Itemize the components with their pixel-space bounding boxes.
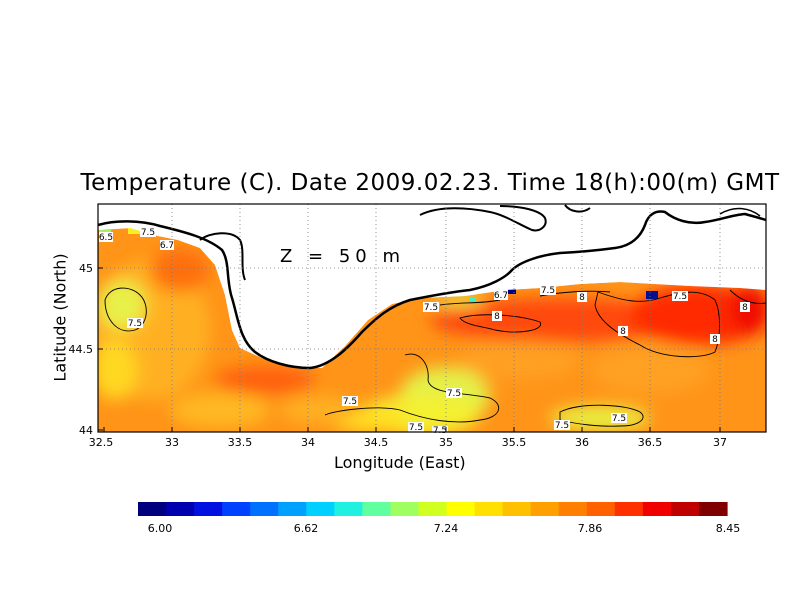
contour-label: 8 bbox=[710, 334, 720, 345]
colorbar-segment bbox=[278, 502, 307, 516]
depth-label: Z = 50 m bbox=[280, 246, 406, 267]
svg-text:7.5: 7.5 bbox=[447, 389, 461, 399]
x-tick: 35 bbox=[439, 436, 453, 449]
svg-text:7.5: 7.5 bbox=[409, 423, 423, 433]
svg-text:7.5: 7.5 bbox=[128, 319, 142, 329]
y-tick-labels: 44 44.5 45 bbox=[69, 262, 94, 437]
x-tick: 35.5 bbox=[502, 436, 527, 449]
colorbar-segment bbox=[698, 502, 728, 516]
colorbar-segment bbox=[222, 502, 251, 516]
x-tick: 34 bbox=[301, 436, 315, 449]
gridlines bbox=[98, 204, 766, 432]
cold-spot bbox=[646, 291, 658, 299]
contour-label: 7.5 bbox=[423, 302, 439, 313]
colorbar bbox=[138, 502, 728, 516]
x-tick-labels: 32.5 33 33.5 34 34.5 35 35.5 36 36.5 37 bbox=[89, 436, 727, 449]
y-tick: 44 bbox=[79, 424, 93, 437]
contour-label: 8 bbox=[577, 292, 587, 303]
svg-text:7.5: 7.5 bbox=[555, 421, 569, 431]
colorbar-segment bbox=[586, 502, 616, 516]
svg-text:6.7: 6.7 bbox=[160, 241, 174, 251]
colorbar-segment bbox=[642, 502, 672, 516]
contour-label-group: 7.5 7.5 7.5 7.5 7.5 7.5 7.5 7.5 7.5 7.5 … bbox=[99, 227, 750, 436]
colorbar-segment bbox=[558, 502, 588, 516]
svg-text:7.5: 7.5 bbox=[541, 286, 555, 296]
colorbar-segment bbox=[362, 502, 392, 516]
svg-text:7.5: 7.5 bbox=[673, 292, 687, 302]
contour-label: 7.5 bbox=[540, 285, 556, 296]
y-tick: 44.5 bbox=[69, 343, 94, 356]
contour-label: 7.5 bbox=[672, 291, 688, 302]
y-axis-label: Latitude (North) bbox=[50, 253, 70, 382]
colorbar-tick: 6.00 bbox=[148, 522, 173, 535]
contour-label: 7.5 bbox=[432, 426, 448, 436]
svg-text:8: 8 bbox=[579, 293, 585, 303]
colorbar-segment bbox=[446, 502, 476, 516]
colorbar-segment bbox=[306, 502, 335, 516]
svg-text:7.5: 7.5 bbox=[612, 414, 626, 424]
plot-frame bbox=[97, 203, 767, 433]
colorbar-segment bbox=[138, 502, 167, 516]
colorbar-segment bbox=[670, 502, 700, 516]
colorbar-segment bbox=[530, 502, 560, 516]
contour-label: 8 bbox=[618, 326, 628, 337]
svg-text:7.5: 7.5 bbox=[424, 303, 438, 313]
contour-label: 8 bbox=[492, 311, 502, 322]
svg-text:8: 8 bbox=[620, 327, 626, 337]
svg-text:7.5: 7.5 bbox=[343, 397, 357, 407]
colorbar-segment bbox=[390, 502, 420, 516]
svg-text:7.5: 7.5 bbox=[141, 228, 155, 238]
x-tick: 34.5 bbox=[364, 436, 389, 449]
land-area bbox=[98, 204, 766, 368]
colorbar-segment bbox=[166, 502, 195, 516]
map-title: Temperature (C). Date 2009.02.23. Time 1… bbox=[80, 170, 780, 196]
tick-marks bbox=[98, 267, 721, 432]
colorbar-tick: 7.86 bbox=[578, 522, 603, 535]
svg-text:8: 8 bbox=[494, 312, 500, 322]
contour-label: 7.5 bbox=[342, 396, 358, 407]
svg-text:6.7: 6.7 bbox=[494, 291, 508, 301]
x-tick: 32.5 bbox=[89, 436, 114, 449]
colorbar-segment bbox=[418, 502, 448, 516]
x-axis-label: Longitude (East) bbox=[334, 453, 466, 472]
contour-label: 6.7 bbox=[160, 240, 174, 251]
y-tick: 45 bbox=[79, 262, 93, 275]
contour-label: 8 bbox=[740, 302, 750, 313]
contour-label: 7.5 bbox=[611, 413, 627, 424]
x-tick: 36 bbox=[575, 436, 589, 449]
svg-text:6.5: 6.5 bbox=[99, 233, 113, 243]
svg-text:7.5: 7.5 bbox=[433, 426, 447, 436]
x-tick: 36.5 bbox=[638, 436, 663, 449]
svg-text:8: 8 bbox=[712, 335, 718, 345]
colorbar-segment bbox=[194, 502, 223, 516]
contour-label: 6.7 bbox=[494, 290, 508, 301]
colorbar-tick: 7.24 bbox=[434, 522, 459, 535]
contour-label: 7.5 bbox=[127, 318, 143, 329]
colorbar-segment bbox=[334, 502, 363, 516]
colorbar-segment bbox=[474, 502, 504, 516]
contour-label: 7.5 bbox=[554, 420, 570, 431]
cold-spot bbox=[508, 288, 516, 294]
x-tick: 37 bbox=[713, 436, 727, 449]
x-tick: 33.5 bbox=[228, 436, 253, 449]
contour-label: 6.5 bbox=[99, 232, 113, 243]
contour-label: 7.5 bbox=[140, 227, 156, 238]
colorbar-segment bbox=[502, 502, 532, 516]
contour-label: 7.5 bbox=[446, 388, 462, 399]
colorbar-tick: 6.62 bbox=[294, 522, 319, 535]
colorbar-tick-labels: 6.00 6.62 7.24 7.86 8.45 bbox=[148, 522, 741, 535]
cold-spot bbox=[470, 297, 475, 302]
colorbar-tick: 8.45 bbox=[716, 522, 741, 535]
svg-text:8: 8 bbox=[742, 303, 748, 313]
colorbar-segment bbox=[250, 502, 279, 516]
colorbar-segment bbox=[614, 502, 644, 516]
contour-label: 7.5 bbox=[408, 422, 424, 433]
x-tick: 33 bbox=[165, 436, 179, 449]
